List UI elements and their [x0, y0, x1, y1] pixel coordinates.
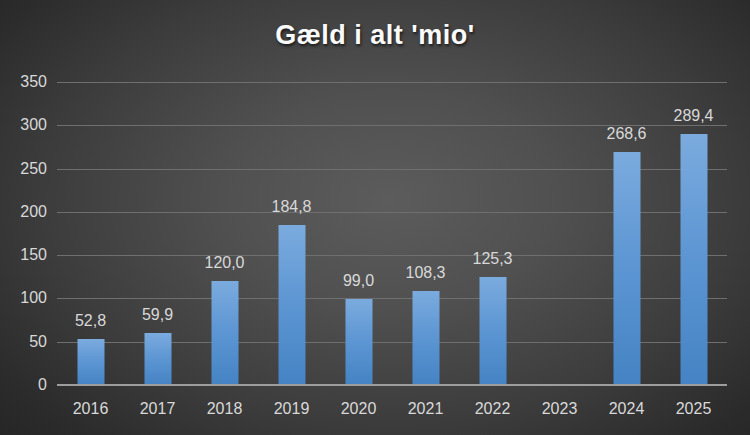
- bar-value-label: 120,0: [204, 253, 244, 273]
- bar-slot: [526, 82, 593, 385]
- y-axis-label: 0: [0, 375, 47, 395]
- bar-series: 52,8 59,9 120,0 184,8 99,0 108,3 125,3 268,6 289…: [57, 82, 727, 385]
- bar-value-label: 52,8: [75, 311, 106, 331]
- x-axis-label: 2019: [258, 398, 325, 420]
- x-axis-label: 2023: [526, 398, 593, 420]
- bar[interactable]: [613, 152, 640, 385]
- bar-slot: 289,4: [660, 82, 727, 385]
- bar-slot: 125,3: [459, 82, 526, 385]
- y-axis-label: 200: [0, 202, 47, 222]
- bar-chart[interactable]: Gæld i alt 'mio' 0 50 100 150 200 250 300 350 5…: [0, 0, 750, 435]
- y-axis-label: 50: [0, 332, 47, 352]
- x-axis-label: 2017: [124, 398, 191, 420]
- bar[interactable]: [412, 291, 439, 385]
- bar-slot: 59,9: [124, 82, 191, 385]
- y-axis-label: 150: [0, 245, 47, 265]
- x-axis-label: 2024: [593, 398, 660, 420]
- x-axis-label: 2025: [660, 398, 727, 420]
- bar-slot: 120,0: [191, 82, 258, 385]
- y-axis-label: 300: [0, 115, 47, 135]
- bar[interactable]: [680, 134, 707, 385]
- bar[interactable]: [144, 333, 171, 385]
- bar-slot: 184,8: [258, 82, 325, 385]
- x-axis-label: 2016: [57, 398, 124, 420]
- y-axis-label: 250: [0, 159, 47, 179]
- x-axis-label: 2022: [459, 398, 526, 420]
- x-axis-line: [57, 384, 727, 386]
- bar-value-label: 108,3: [405, 263, 445, 283]
- bar[interactable]: [479, 277, 506, 385]
- bar-value-label: 99,0: [343, 271, 374, 291]
- x-axis: 2016201720182019202020212022202320242025: [57, 398, 727, 420]
- bar-value-label: 59,9: [142, 305, 173, 325]
- plot-area: 52,8 59,9 120,0 184,8 99,0 108,3 125,3 268,6 289…: [57, 82, 727, 385]
- bar[interactable]: [345, 299, 372, 385]
- y-axis-label: 350: [0, 72, 47, 92]
- bar-slot: 52,8: [57, 82, 124, 385]
- x-axis-label: 2021: [392, 398, 459, 420]
- bar-slot: 108,3: [392, 82, 459, 385]
- y-axis: 050100150200250300350: [0, 82, 47, 385]
- bar[interactable]: [211, 281, 238, 385]
- bar-value-label: 125,3: [472, 249, 512, 269]
- bar-value-label: 268,6: [606, 124, 646, 144]
- x-axis-label: 2020: [325, 398, 392, 420]
- bar-slot: 99,0: [325, 82, 392, 385]
- bar-value-label: 289,4: [673, 106, 713, 126]
- bar-value-label: 184,8: [271, 197, 311, 217]
- y-axis-label: 100: [0, 288, 47, 308]
- bar[interactable]: [77, 339, 104, 385]
- bar-slot: 268,6: [593, 82, 660, 385]
- bar[interactable]: [278, 225, 305, 385]
- chart-title: Gæld i alt 'mio': [0, 20, 750, 51]
- x-axis-label: 2018: [191, 398, 258, 420]
